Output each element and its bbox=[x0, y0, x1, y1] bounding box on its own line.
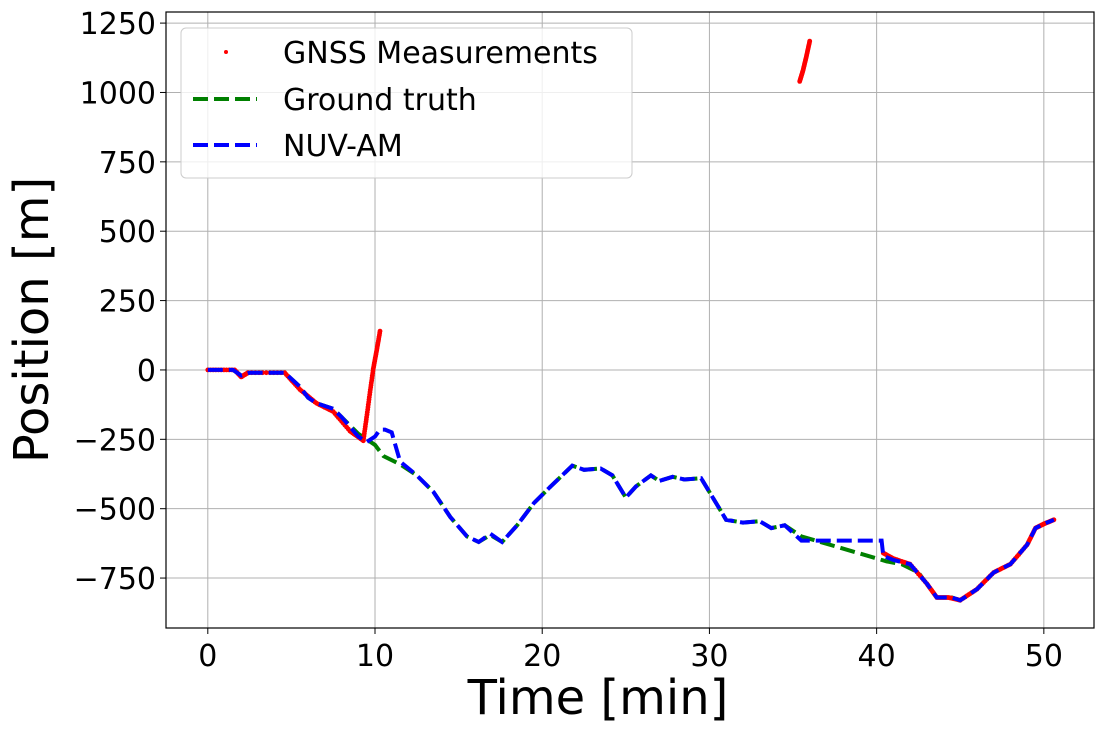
plot-frame bbox=[165, 11, 1095, 629]
legend-label: NUV-AM bbox=[283, 129, 403, 164]
y-tick-label: 750 bbox=[99, 146, 156, 181]
gnss-point bbox=[263, 370, 269, 376]
legend-entry-ground-truth: Ground truth bbox=[193, 83, 477, 118]
y-axis-label: Position [m] bbox=[4, 177, 60, 463]
y-tick-label: −750 bbox=[74, 562, 156, 597]
legend-label: GNSS Measurements bbox=[283, 36, 598, 71]
legend-entry-nuv-am: NUV-AM bbox=[193, 129, 403, 164]
y-tick-label: −500 bbox=[74, 493, 156, 528]
y-tick-label: 500 bbox=[99, 215, 156, 250]
series-layer bbox=[205, 38, 1057, 603]
x-axis-label: Time [min] bbox=[467, 670, 729, 726]
legend-marker bbox=[224, 50, 228, 54]
y-tick-label: 0 bbox=[137, 354, 156, 389]
legend: GNSS Measurements Ground truth NUV-AM bbox=[180, 27, 633, 179]
x-tick-label: 50 bbox=[1025, 639, 1063, 674]
y-tick-label: 1250 bbox=[80, 7, 156, 42]
x-tick-label: 20 bbox=[523, 639, 561, 674]
series-line-nuv-am bbox=[207, 367, 1055, 603]
y-tick-label: 250 bbox=[99, 285, 156, 320]
gnss-point bbox=[377, 328, 383, 334]
legend-entry-gnss: GNSS Measurements bbox=[224, 36, 598, 71]
gnss-point bbox=[807, 38, 813, 44]
x-tick-label: 0 bbox=[198, 639, 217, 674]
legend-box bbox=[180, 27, 633, 179]
ticks: 0 10 20 30 40 50 1250 1000 750 500 250 0 −250 −500 −75… bbox=[74, 7, 1063, 674]
y-tick-label: 1000 bbox=[80, 76, 156, 111]
x-tick-label: 40 bbox=[858, 639, 896, 674]
x-tick-label: 30 bbox=[690, 639, 728, 674]
gnss-segment bbox=[360, 328, 383, 444]
legend-label: Ground truth bbox=[283, 83, 477, 118]
y-tick-label: −250 bbox=[74, 423, 156, 458]
x-tick-label: 10 bbox=[356, 639, 394, 674]
gnss-segment bbox=[797, 38, 813, 84]
